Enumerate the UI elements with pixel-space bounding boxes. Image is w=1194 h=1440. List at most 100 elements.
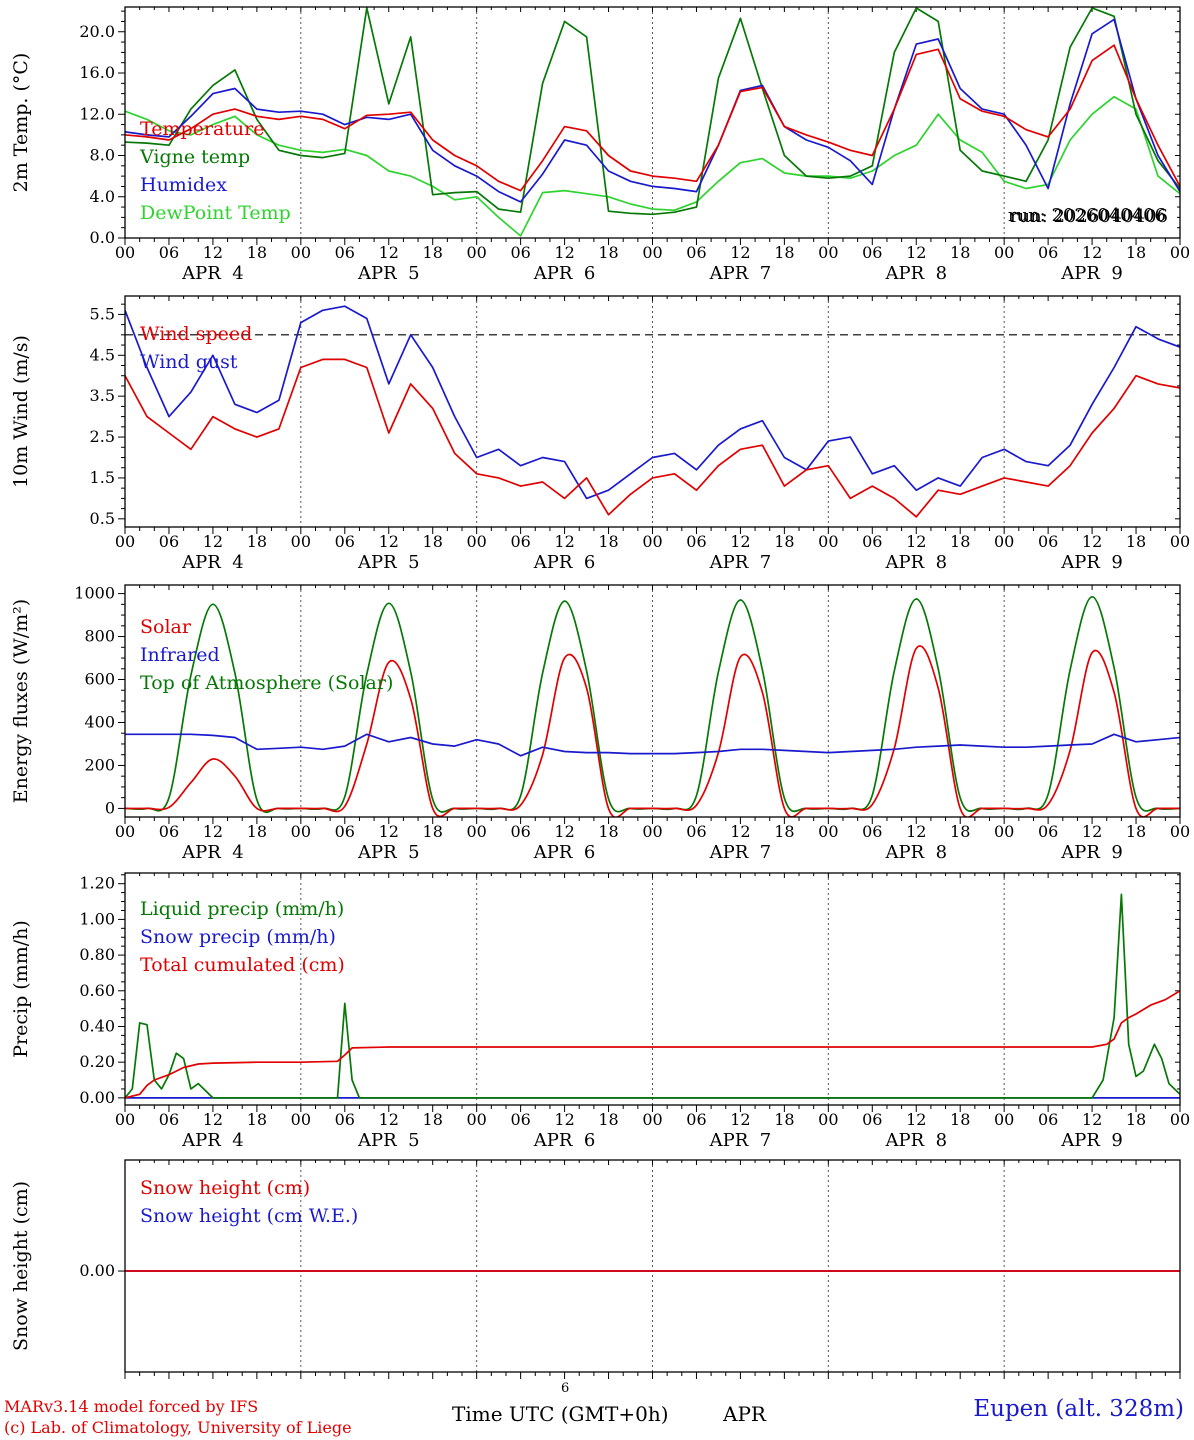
svg-text:12: 12	[554, 243, 574, 262]
svg-text:00: 00	[818, 532, 838, 551]
svg-text:00: 00	[1170, 1110, 1190, 1129]
svg-text:1.20: 1.20	[79, 874, 115, 893]
svg-text:APR 6: APR 6	[533, 552, 596, 573]
svg-text:06: 06	[1038, 822, 1058, 841]
svg-text:00: 00	[466, 1110, 486, 1129]
svg-text:12: 12	[906, 822, 926, 841]
svg-text:12: 12	[906, 243, 926, 262]
svg-text:00: 00	[291, 1110, 311, 1129]
legend-energy-fluxes: Solar	[140, 616, 192, 638]
svg-text:18: 18	[774, 532, 794, 551]
svg-text:06: 06	[862, 532, 882, 551]
svg-text:00: 00	[1170, 822, 1190, 841]
svg-text:APR 4: APR 4	[181, 1130, 244, 1151]
series-dewpoint-temp	[125, 95, 1180, 237]
svg-text:12: 12	[730, 243, 750, 262]
svg-text:06: 06	[686, 532, 706, 551]
svg-text:18: 18	[423, 822, 443, 841]
svg-text:18: 18	[598, 822, 618, 841]
x-axis-title-month: APR	[723, 1402, 766, 1426]
svg-text:00: 00	[115, 822, 135, 841]
series-top-of-atmosphere-solar	[125, 595, 1180, 813]
svg-text:12: 12	[906, 1110, 926, 1129]
svg-text:16.0: 16.0	[79, 63, 115, 82]
svg-text:06: 06	[510, 532, 530, 551]
series-humidex	[125, 18, 1180, 203]
svg-text:00: 00	[642, 243, 662, 262]
svg-text:00: 00	[291, 532, 311, 551]
svg-text:06: 06	[862, 1110, 882, 1129]
svg-text:APR 9: APR 9	[1060, 1130, 1123, 1151]
svg-text:06: 06	[686, 822, 706, 841]
svg-text:12: 12	[906, 532, 926, 551]
svg-text:0.00: 0.00	[79, 1088, 115, 1107]
svg-text:APR 4: APR 4	[181, 263, 244, 284]
svg-text:APR 7: APR 7	[709, 1130, 772, 1151]
svg-text:00: 00	[291, 822, 311, 841]
svg-text:12: 12	[1082, 1110, 1102, 1129]
svg-text:18: 18	[423, 532, 443, 551]
legend-energy-fluxes: Top of Atmosphere (Solar)	[140, 672, 393, 694]
svg-text:06: 06	[686, 243, 706, 262]
svg-text:0.0: 0.0	[90, 228, 115, 247]
series-infrared	[125, 733, 1180, 757]
svg-text:12: 12	[379, 243, 399, 262]
svg-text:18: 18	[598, 532, 618, 551]
series-liquid-precip	[125, 893, 1180, 1099]
svg-text:18: 18	[950, 532, 970, 551]
svg-text:06: 06	[510, 243, 530, 262]
credit-line-2: (c) Lab. of Climatology, University of L…	[4, 1418, 352, 1437]
svg-text:18: 18	[1126, 532, 1146, 551]
svg-text:APR 5: APR 5	[357, 1130, 420, 1151]
svg-text:APR 8: APR 8	[884, 842, 947, 863]
legend-snow-height: Snow height (cm W.E.)	[140, 1205, 358, 1227]
svg-text:06: 06	[335, 532, 355, 551]
svg-text:APR 8: APR 8	[884, 263, 947, 284]
legend-temperature: Vigne temp	[139, 146, 250, 168]
panel-wind: 00 06 12 18 00 06 12 18 00 06 12 18 00 06 12 18 00 06 12 18…	[10, 295, 1190, 573]
svg-text:06: 06	[1038, 532, 1058, 551]
svg-text:06: 06	[159, 822, 179, 841]
svg-text:06: 06	[510, 822, 530, 841]
svg-text:18: 18	[774, 243, 794, 262]
svg-text:0.20: 0.20	[79, 1052, 115, 1071]
legend-precip: Liquid precip (mm/h)	[140, 898, 344, 920]
legend-precip: Total cumulated (cm)	[140, 954, 345, 976]
svg-text:12: 12	[554, 1110, 574, 1129]
svg-text:0.5: 0.5	[90, 509, 115, 528]
svg-text:06: 06	[686, 1110, 706, 1129]
svg-text:12: 12	[379, 1110, 399, 1129]
panel-precip: 00 06 12 18 00 06 12 18 00 06 12 18 00 06 12 18 00 06 12 18…	[10, 872, 1190, 1151]
series-vigne-temp	[125, 7, 1180, 216]
svg-text:00: 00	[994, 1110, 1014, 1129]
svg-text:12: 12	[379, 532, 399, 551]
svg-text:12: 12	[203, 822, 223, 841]
svg-text:06: 06	[159, 243, 179, 262]
svg-text:APR 6: APR 6	[533, 1130, 596, 1151]
x-axis-title: Time UTC (GMT+0h)	[452, 1402, 669, 1426]
y-axis-label-wind: 10m Wind (m/s)	[10, 335, 32, 488]
svg-text:APR 7: APR 7	[709, 552, 772, 573]
svg-text:APR 9: APR 9	[1060, 842, 1123, 863]
svg-text:06: 06	[1038, 1110, 1058, 1129]
credit-line-1: MARv3.14 model forced by IFS	[4, 1397, 259, 1416]
svg-text:1.00: 1.00	[79, 909, 115, 928]
svg-text:12: 12	[730, 822, 750, 841]
svg-text:4.0: 4.0	[90, 187, 115, 206]
meteogram-chart: 00 06 12 18 00 06 12 18 00 06 12 18 00 06 12 18 00 06 12 18…	[10, 6, 1190, 1379]
svg-text:12: 12	[1082, 243, 1102, 262]
svg-text:12: 12	[203, 532, 223, 551]
panel-snow-height: 0.00 Snow height (cm) Snow height (cm W.E.…	[10, 1159, 1181, 1379]
svg-text:APR 5: APR 5	[357, 552, 420, 573]
run-label: run: 2026040406	[1009, 206, 1168, 227]
svg-text:APR 6: APR 6	[533, 263, 596, 284]
svg-text:APR 4: APR 4	[181, 842, 244, 863]
svg-text:18: 18	[950, 243, 970, 262]
svg-text:00: 00	[115, 243, 135, 262]
svg-text:2.5: 2.5	[90, 427, 115, 446]
svg-text:00: 00	[818, 1110, 838, 1129]
svg-text:1000: 1000	[74, 584, 115, 603]
svg-text:APR 6: APR 6	[533, 842, 596, 863]
series-wind-speed	[125, 358, 1180, 518]
